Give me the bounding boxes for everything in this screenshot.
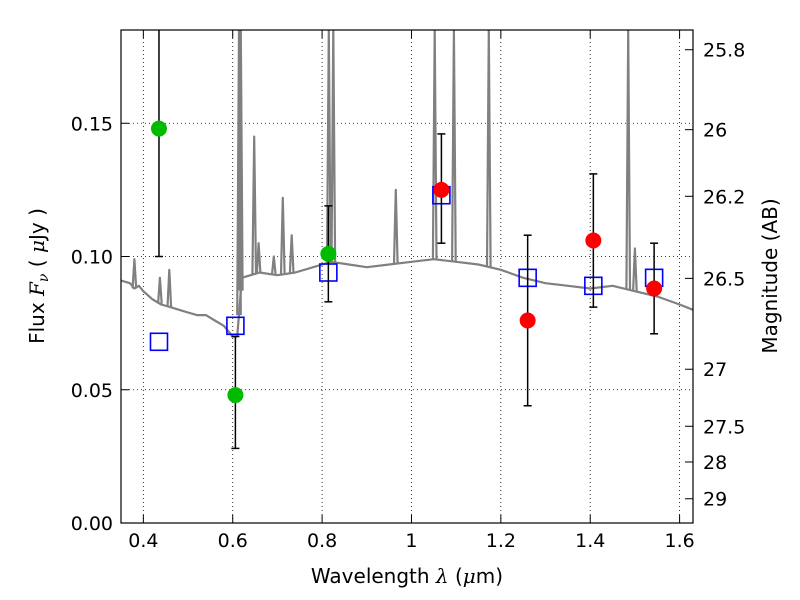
emission-line [131, 258, 138, 289]
y-tick-label: 0.00 [71, 513, 113, 535]
model-square-marker [149, 332, 169, 352]
emission-line [270, 255, 277, 275]
x-tick-label: 1.4 [575, 530, 605, 552]
y-axis-title-prefix: Flux [25, 296, 49, 344]
data-point [320, 245, 337, 262]
y-tick-label: 0.05 [71, 380, 113, 402]
model-square-marker [226, 316, 245, 336]
emission-line [166, 268, 173, 307]
y-axis-title-unit-mu: μ [25, 240, 49, 253]
emission-line [279, 196, 286, 275]
data-point [227, 387, 244, 404]
emission-line [625, 30, 632, 290]
x-axis-title: Wavelength λ (μm) [311, 564, 503, 588]
x-axis-title-symbol: λ [435, 564, 449, 588]
y2-tick-label: 28 [703, 452, 727, 474]
x-axis-title-unit-mu: μ [463, 564, 476, 588]
emission-line [632, 247, 638, 292]
data-point [646, 280, 663, 297]
y-tick-label: 0.10 [71, 247, 113, 269]
emission-line [237, 30, 244, 291]
x-tick-label: 1.2 [486, 530, 516, 552]
data-point [519, 312, 536, 329]
axis-ticks: 0.4 0.6 0.8 1 1.2 1.4 1.6 0.00 0.05 0.10 0.15 25.8 2… [71, 30, 745, 552]
grid [121, 30, 693, 524]
y-tick-label: 0.15 [71, 113, 113, 135]
x-tick-label: 0.4 [128, 530, 158, 552]
y-axis-title-subscript: ν [36, 273, 52, 282]
data-point [150, 120, 167, 137]
data-markers-layer [149, 30, 664, 450]
x-tick-label: 0.8 [307, 530, 337, 552]
emission-line [485, 30, 492, 268]
y2-tick-label: 26.2 [703, 186, 745, 208]
emission-line [251, 135, 258, 275]
emission-line [255, 242, 262, 273]
model-spectrum-layer [121, 30, 693, 338]
emission-line [451, 30, 457, 262]
y-axis-title-symbol: F [25, 281, 49, 297]
y2-tick-label: 27.5 [703, 416, 745, 438]
plot-frame [120, 29, 694, 524]
emission-line [325, 30, 332, 263]
y2-tick-label: 25.8 [703, 40, 745, 62]
y2-axis-title: Magnitude (AB) [758, 198, 782, 353]
y2-tick-label: 26 [703, 120, 727, 142]
y-axis-title-unit-rest: Jy ) [25, 208, 49, 242]
emission-line [288, 234, 295, 274]
x-axis-title-prefix: Wavelength [311, 564, 436, 588]
y2-tick-label: 29 [703, 489, 727, 511]
emission-line [330, 30, 337, 263]
data-point [585, 232, 602, 249]
x-axis-title-unit-rest: m) [476, 564, 503, 588]
emission-line [431, 30, 438, 260]
x-tick-label: 0.6 [218, 530, 248, 552]
x-axis-title-unit-open: ( [449, 564, 463, 588]
y-axis-title-unit-open: ( [25, 253, 49, 274]
x-tick-label: 1 [405, 530, 417, 552]
emission-line [157, 276, 163, 304]
y2-tick-label: 26.5 [703, 268, 745, 290]
y2-tick-label: 27 [703, 359, 727, 381]
emission-line [392, 188, 399, 264]
data-point [433, 181, 450, 198]
spectrum-line [121, 258, 693, 338]
y-axis-title: Flux Fν ( μJy ) [25, 208, 52, 344]
x-tick-label: 1.6 [664, 530, 694, 552]
